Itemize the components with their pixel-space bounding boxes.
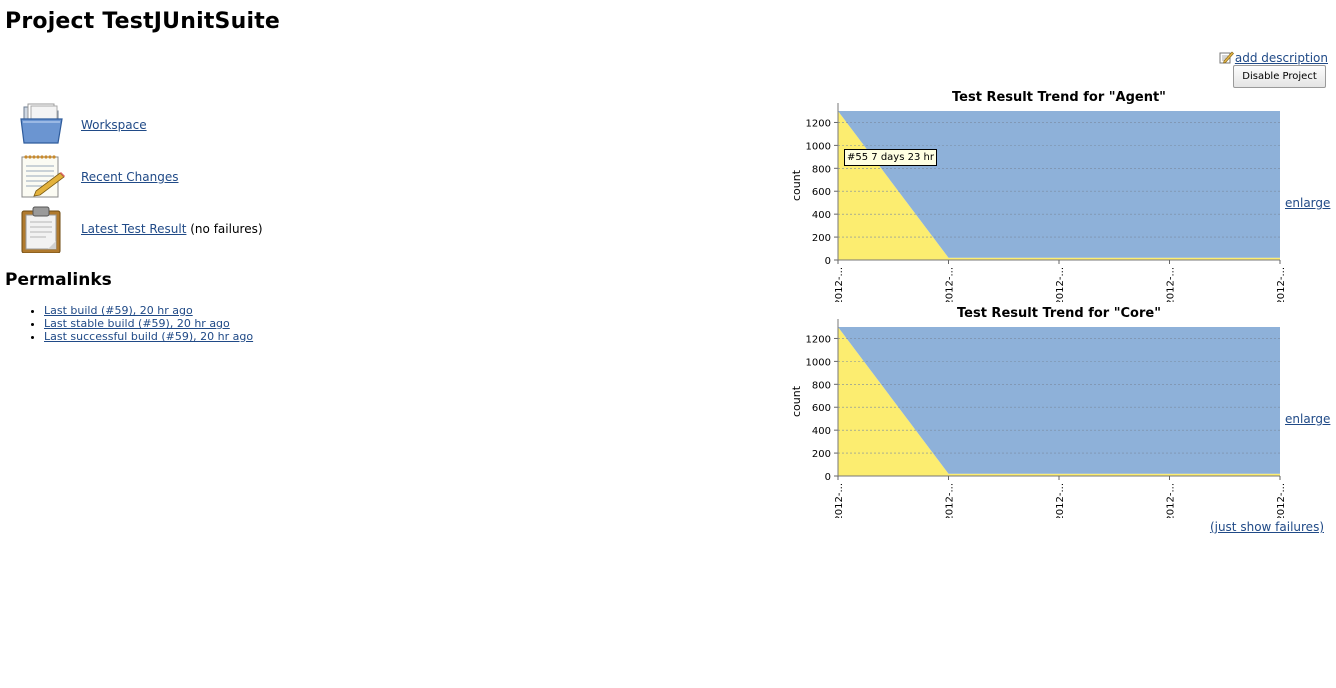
disable-project-button[interactable]: Disable Project [1233,65,1326,88]
page-title: Project TestJUnitSuite [5,9,281,34]
y-tick-label: 0 [825,256,831,267]
y-axis-label: count [790,385,803,417]
x-tick-label: 2012-... [834,267,845,302]
y-tick-label: 400 [812,210,831,221]
enlarge-core-link[interactable]: enlarge [1285,412,1331,426]
y-tick-label: 600 [812,187,831,198]
folder-icon[interactable] [18,101,66,149]
chart-title: Test Result Trend for "Agent" [952,90,1166,105]
test-result-trend-agent-chart[interactable]: Test Result Trend for "Agent" 0 200 400 600 8… [786,87,1286,302]
recent-changes-link[interactable]: Recent Changes [81,170,179,184]
series-area-1 [838,111,1280,258]
last-successful-build-link[interactable]: Last successful build (#59), 20 hr ago [44,330,254,343]
test-result-trend-core-chart[interactable]: Test Result Trend for "Core" 0 200 400 600 80… [786,303,1286,518]
permalinks-list: Last build (#59), 20 hr ago Last stable … [24,304,253,343]
y-tick-label: 1000 [806,357,831,368]
y-tick-label: 1000 [806,141,831,152]
add-description-link[interactable]: add description [1219,50,1328,65]
y-tick-label: 200 [812,233,831,244]
x-tick-label: 2012-... [1276,267,1286,302]
edit-note-icon [1219,51,1234,64]
enlarge-agent-link[interactable]: enlarge [1285,196,1331,210]
x-tick-label: 2012-... [945,483,956,518]
y-tick-label: 0 [825,472,831,483]
x-tick-label: 2012-... [1055,267,1066,302]
y-tick-label: 800 [812,164,831,175]
just-show-failures-link[interactable]: (just show failures) [1209,520,1324,534]
series-area-1 [838,327,1280,474]
workspace-link[interactable]: Workspace [81,118,147,132]
list-item: Last build (#59), 20 hr ago [44,304,253,317]
last-build-link[interactable]: Last build (#59), 20 hr ago [44,304,193,317]
latest-test-result-status: (no failures) [190,222,263,236]
y-tick-label: 400 [812,426,831,437]
list-item: Last stable build (#59), 20 hr ago [44,317,253,330]
x-tick-label: 2012-... [1276,483,1286,518]
notepad-icon[interactable] [18,153,66,201]
list-item: Last successful build (#59), 20 hr ago [44,330,253,343]
x-tick-label: 2012-... [1166,267,1177,302]
chart-agent-svg: Test Result Trend for "Agent" 0 200 400 600 8… [790,90,1286,302]
permalinks-heading: Permalinks [5,270,112,290]
y-tick-label: 1200 [806,118,831,129]
x-tick-label: 2012-... [1055,483,1066,518]
series-area-0 [838,327,1280,476]
chart-tooltip: #55 7 days 23 hr [844,149,937,166]
latest-test-result-link[interactable]: Latest Test Result [81,222,187,236]
add-description-label: add description [1234,51,1328,65]
y-tick-label: 1200 [806,334,831,345]
last-stable-build-link[interactable]: Last stable build (#59), 20 hr ago [44,317,230,330]
chart-title: Test Result Trend for "Core" [957,306,1161,321]
y-tick-label: 200 [812,449,831,460]
x-tick-label: 2012-... [1166,483,1177,518]
y-tick-label: 600 [812,403,831,414]
x-tick-label: 2012-... [834,483,845,518]
chart-core-svg: Test Result Trend for "Core" 0 200 400 600 80… [790,306,1286,518]
y-tick-label: 800 [812,380,831,391]
y-axis-label: count [790,169,803,201]
x-tick-label: 2012-... [945,267,956,302]
series-area-0 [838,111,1280,260]
clipboard-icon[interactable] [18,205,66,253]
